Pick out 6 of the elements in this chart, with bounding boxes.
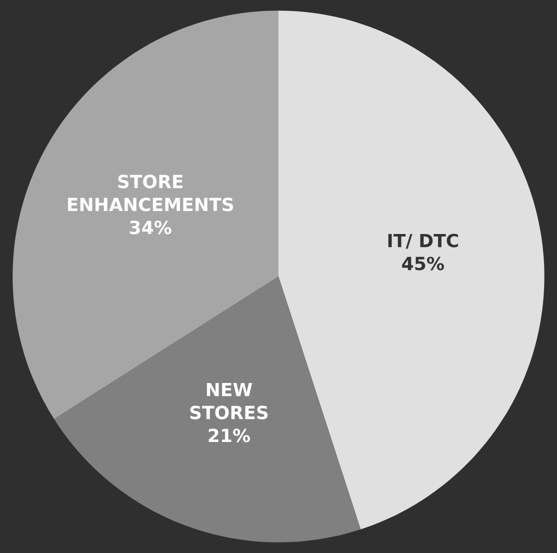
- data-label: 34%: [130, 220, 172, 234]
- slice-label: STORE ENHANCEMENTS: [68, 174, 234, 212]
- data-label: 21%: [208, 428, 250, 442]
- slice-label: IT/ DTC: [388, 234, 458, 249]
- slice-label: NEW STORES: [190, 382, 268, 420]
- data-label: 45%: [402, 256, 444, 270]
